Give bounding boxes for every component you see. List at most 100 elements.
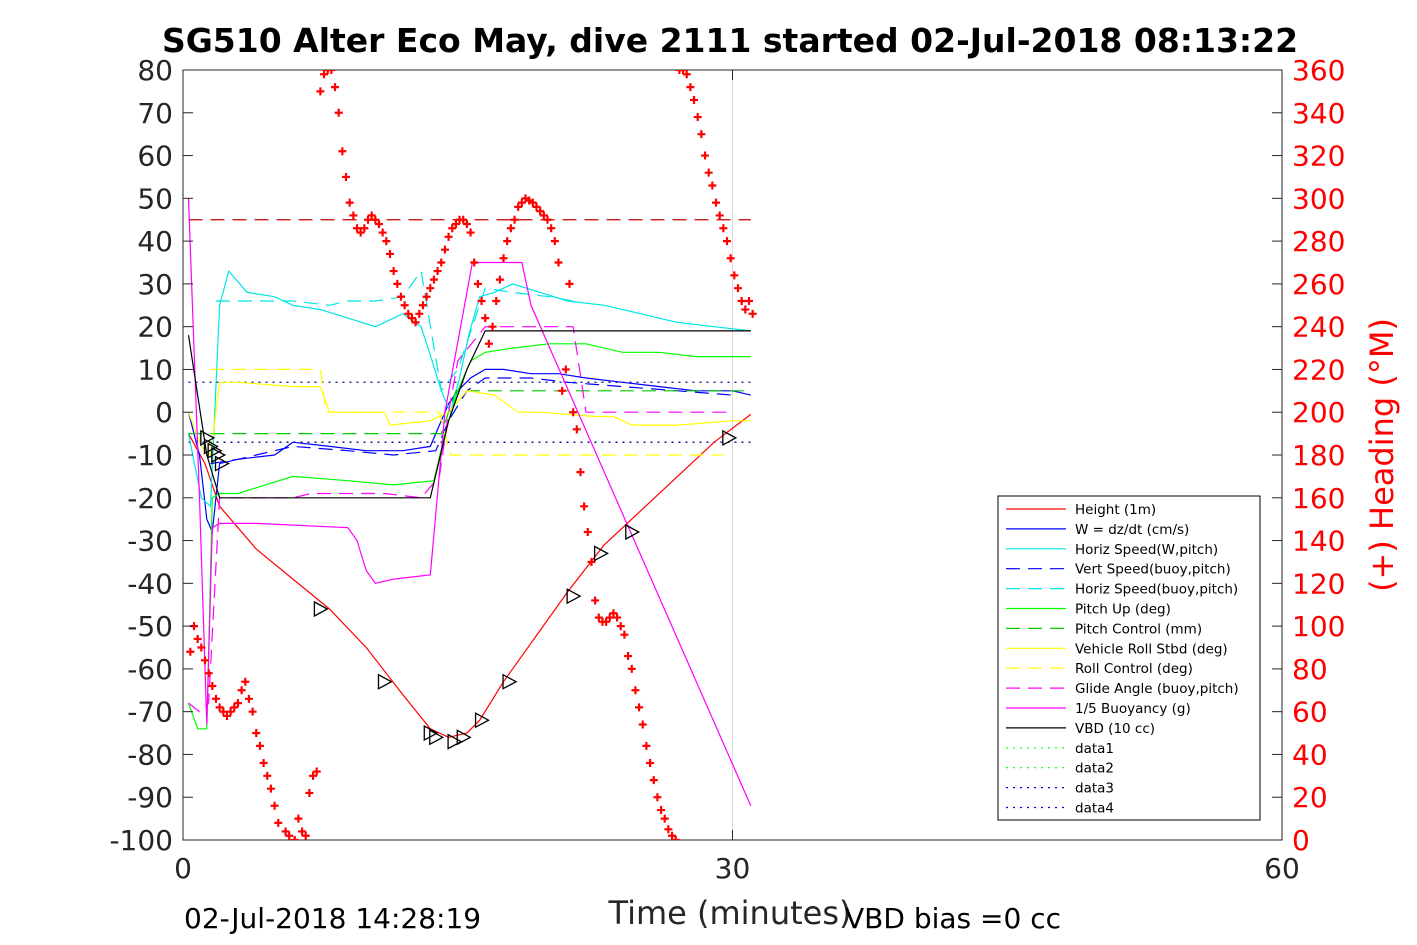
left-tick-label: 60 xyxy=(137,140,173,173)
heading-marker xyxy=(558,386,567,395)
heading-marker xyxy=(407,314,416,323)
triangle-marker xyxy=(502,673,518,690)
heading-marker xyxy=(528,198,537,207)
left-tick-label: -20 xyxy=(127,482,173,515)
left-tick-label: -30 xyxy=(127,525,173,558)
heading-marker xyxy=(385,249,394,258)
heading-marker xyxy=(374,220,383,228)
heading-marker xyxy=(200,656,209,665)
heading-marker xyxy=(594,613,603,622)
x-tick-label: 30 xyxy=(715,852,751,885)
heading-marker xyxy=(274,818,283,827)
heading-marker xyxy=(422,292,431,301)
heading-marker xyxy=(646,759,655,767)
heading-marker xyxy=(693,113,702,122)
heading-marker xyxy=(748,309,757,318)
right-tick-label: 300 xyxy=(1292,182,1345,215)
heading-marker xyxy=(323,70,332,74)
triangle-marker xyxy=(313,600,329,618)
left-tick-label: -50 xyxy=(127,610,173,643)
heading-marker xyxy=(356,228,365,237)
heading-marker xyxy=(353,224,362,233)
series-line-11 xyxy=(187,330,751,499)
heading-marker xyxy=(367,211,376,220)
heading-marker xyxy=(473,279,482,288)
heading-marker xyxy=(371,215,380,224)
heading-marker xyxy=(616,622,625,631)
heading-marker xyxy=(448,224,457,233)
right-tick-label: 220 xyxy=(1292,353,1345,386)
heading-marker xyxy=(587,557,596,566)
left-tick-label: -100 xyxy=(109,824,173,857)
heading-marker xyxy=(591,596,600,605)
heading-marker xyxy=(411,318,420,327)
heading-marker xyxy=(741,305,750,314)
heading-marker xyxy=(418,301,427,310)
legend-label: Pitch Control (mm) xyxy=(1075,621,1202,637)
heading-marker xyxy=(627,664,636,673)
triangle-marker xyxy=(203,438,219,455)
triangle-marker xyxy=(625,523,641,541)
heading-marker xyxy=(620,630,629,639)
heading-marker xyxy=(506,224,515,233)
heading-marker xyxy=(712,198,721,207)
heading-marker xyxy=(334,108,343,117)
triangle-marker xyxy=(447,733,463,750)
heading-marker xyxy=(510,215,519,224)
left-tick-label: 30 xyxy=(137,268,173,301)
left-tick-label: -70 xyxy=(127,696,173,729)
heading-marker xyxy=(327,70,336,74)
heading-marker xyxy=(459,215,468,224)
chart-title: SG510 Alter Eco May, dive 2111 started 0… xyxy=(162,21,1298,60)
heading-marker xyxy=(433,267,442,276)
left-tick-label: 0 xyxy=(155,396,173,429)
heading-marker xyxy=(338,147,347,156)
right-tick-label: 200 xyxy=(1292,396,1345,429)
heading-marker xyxy=(605,613,614,622)
triangle-marker xyxy=(214,455,230,472)
heading-marker xyxy=(715,211,724,220)
heading-marker xyxy=(642,741,651,750)
heading-marker xyxy=(426,284,435,293)
triangle-marker xyxy=(207,442,223,459)
heading-marker xyxy=(484,339,493,348)
heading-marker xyxy=(495,275,504,284)
legend-label: Horiz Speed(W,pitch) xyxy=(1075,542,1218,558)
heading-marker xyxy=(547,224,556,233)
legend-label: data3 xyxy=(1075,781,1114,797)
heading-marker xyxy=(440,245,449,254)
heading-marker xyxy=(342,172,351,181)
heading-marker xyxy=(602,617,611,626)
heading-marker xyxy=(290,836,299,840)
x-tick-label: 60 xyxy=(1264,852,1300,885)
heading-marker xyxy=(400,301,409,310)
legend-label: W = dz/dt (cm/s) xyxy=(1075,522,1189,538)
heading-marker xyxy=(233,699,242,708)
plot-area xyxy=(182,69,1283,841)
heading-marker xyxy=(723,237,732,246)
heading-marker xyxy=(638,720,647,729)
heading-marker xyxy=(222,711,231,720)
right-tick-label: 120 xyxy=(1292,567,1345,600)
right-tick-label: 280 xyxy=(1292,225,1345,258)
heading-marker xyxy=(437,258,446,267)
heading-marker xyxy=(572,425,581,434)
heading-marker xyxy=(294,814,303,823)
heading-marker xyxy=(737,297,746,305)
heading-marker xyxy=(466,228,475,237)
legend: Height (1m) W = dz/dt (cm/s) Horiz Speed(W… xyxy=(997,495,1261,821)
heading-marker xyxy=(576,468,585,477)
heading-marker xyxy=(730,271,739,280)
heading-marker xyxy=(635,703,644,712)
footer-vbd-bias: VBD bias =0 cc xyxy=(845,902,1061,935)
heading-marker xyxy=(301,831,310,840)
legend-label: Vert Speed(buoy,pitch) xyxy=(1075,562,1231,578)
heading-marker xyxy=(499,254,508,263)
legend-label: Horiz Speed(buoy,pitch) xyxy=(1075,582,1238,598)
heading-marker xyxy=(316,87,325,96)
right-tick-label: 40 xyxy=(1292,738,1328,771)
heading-marker xyxy=(653,793,662,802)
heading-marker xyxy=(263,771,272,780)
left-tick-label: 10 xyxy=(137,353,173,386)
heading-marker xyxy=(241,677,250,686)
